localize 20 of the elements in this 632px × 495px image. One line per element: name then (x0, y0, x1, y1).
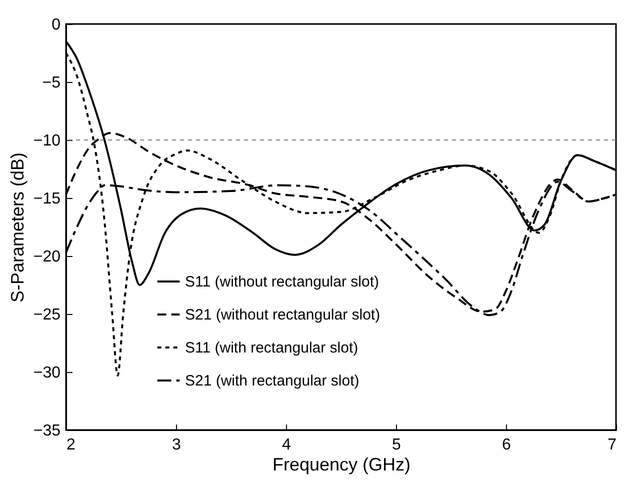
x-tick-label: 4 (282, 436, 292, 454)
y-tick-label: 0 (52, 16, 61, 34)
x-tick-label: 6 (502, 436, 512, 454)
x-tick-label: 3 (172, 436, 182, 454)
legend-label: S11 (without rectangular slot) (185, 274, 379, 290)
y-tick-label: −10 (33, 132, 61, 150)
x-tick-label: 5 (392, 436, 402, 454)
legend-label: S21 (with rectangular slot) (185, 372, 360, 390)
legend-label: S21 (without rectangular slot) (185, 306, 380, 324)
y-tick-label: −15 (33, 190, 61, 208)
y-tick-label: −5 (42, 74, 61, 92)
legend-label: S11 (with rectangular slot) (185, 340, 358, 356)
y-tick-label: −20 (33, 248, 61, 266)
y-tick-label: −35 (33, 422, 61, 440)
y-tick-label: −30 (33, 364, 61, 382)
x-tick-label: 2 (66, 436, 76, 454)
y-tick-label: −25 (33, 306, 61, 324)
x-axis-title: Frequency (GHz) (272, 454, 411, 474)
y-axis-title: S-Parameters (dB) (7, 152, 28, 303)
x-tick-label: 7 (608, 436, 617, 454)
